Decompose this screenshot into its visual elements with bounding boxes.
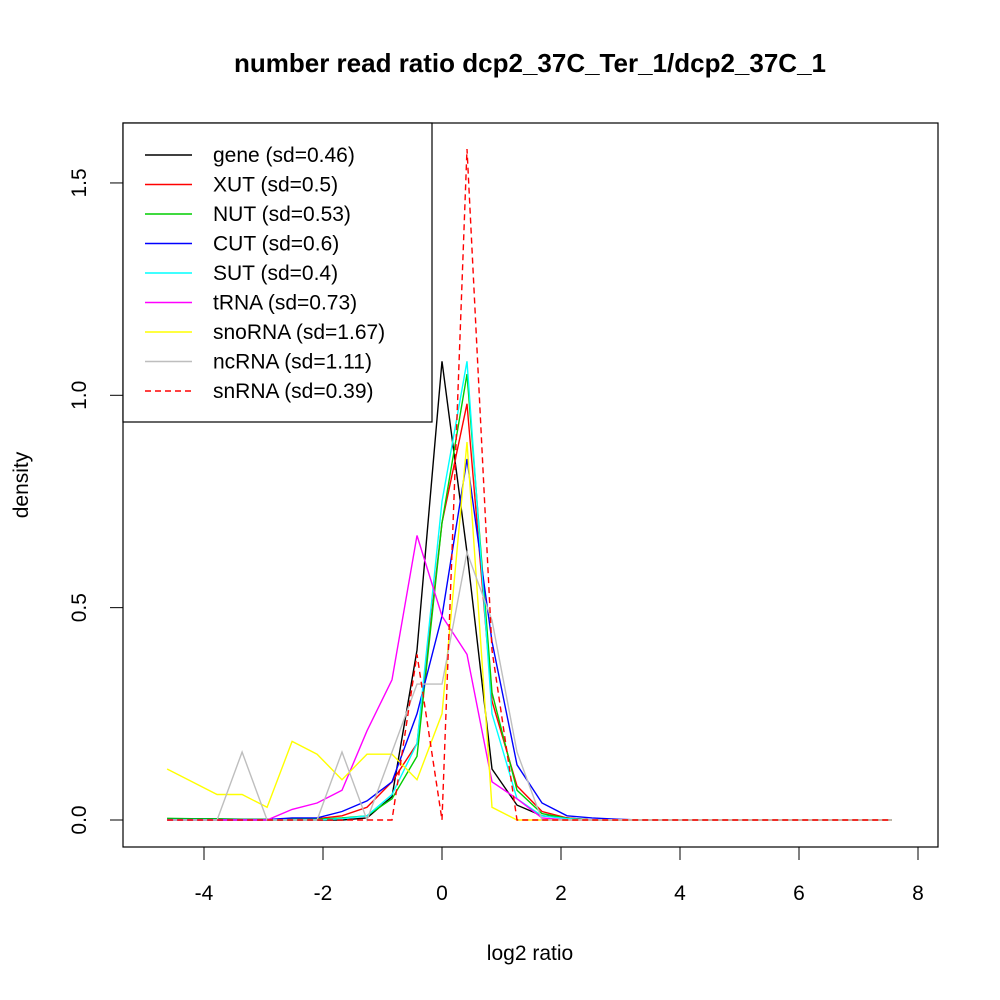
- y-tick-label: 1.0: [68, 381, 91, 410]
- series-layer: [166, 148, 892, 823]
- y-tick-label: 0.5: [68, 593, 91, 622]
- series-line-3: [167, 458, 892, 821]
- legend: gene (sd=0.46) XUT (sd=0.5) NUT (sd=0.53) C…: [122, 122, 433, 423]
- series-line-7: [167, 549, 892, 823]
- x-axis-label: log2 ratio: [487, 942, 573, 965]
- legend-label-1: XUT (sd=0.5): [213, 174, 338, 197]
- x-axis: -4 -2 0 2 4 6 8: [195, 846, 924, 905]
- series-line-0: [167, 361, 892, 821]
- x-tick-label: 0: [436, 882, 448, 905]
- x-tick-label: 2: [555, 882, 567, 905]
- x-tick-label: -2: [314, 882, 333, 905]
- legend-label-2: NUT (sd=0.53): [213, 203, 351, 226]
- x-tick-label: 6: [793, 882, 805, 905]
- series-line-5: [167, 535, 892, 821]
- series-line-2: [167, 373, 892, 821]
- series-line-8: [167, 148, 892, 821]
- y-tick-label: 0.0: [68, 805, 91, 834]
- legend-label-0: gene (sd=0.46): [213, 144, 355, 167]
- legend-label-4: SUT (sd=0.4): [213, 262, 338, 285]
- x-tick-label: 8: [912, 882, 924, 905]
- chart-title: number read ratio dcp2_37C_Ter_1/dcp2_37…: [234, 48, 826, 78]
- legend-label-5: tRNA (sd=0.73): [213, 292, 357, 315]
- legend-label-3: CUT (sd=0.6): [213, 233, 339, 256]
- y-axis: 0.0 0.5 1.0 1.5: [68, 168, 124, 835]
- legend-label-6: snoRNA (sd=1.67): [213, 321, 385, 344]
- y-tick-label: 1.5: [68, 168, 91, 197]
- series-line-6: [166, 441, 892, 821]
- legend-label-8: snRNA (sd=0.39): [213, 380, 374, 403]
- y-axis-label: density: [10, 451, 33, 518]
- series-line-1: [167, 403, 892, 821]
- series-line-4: [167, 361, 892, 821]
- legend-label-7: ncRNA (sd=1.11): [213, 351, 372, 374]
- x-tick-label: 4: [674, 882, 686, 905]
- x-tick-label: -4: [195, 882, 214, 905]
